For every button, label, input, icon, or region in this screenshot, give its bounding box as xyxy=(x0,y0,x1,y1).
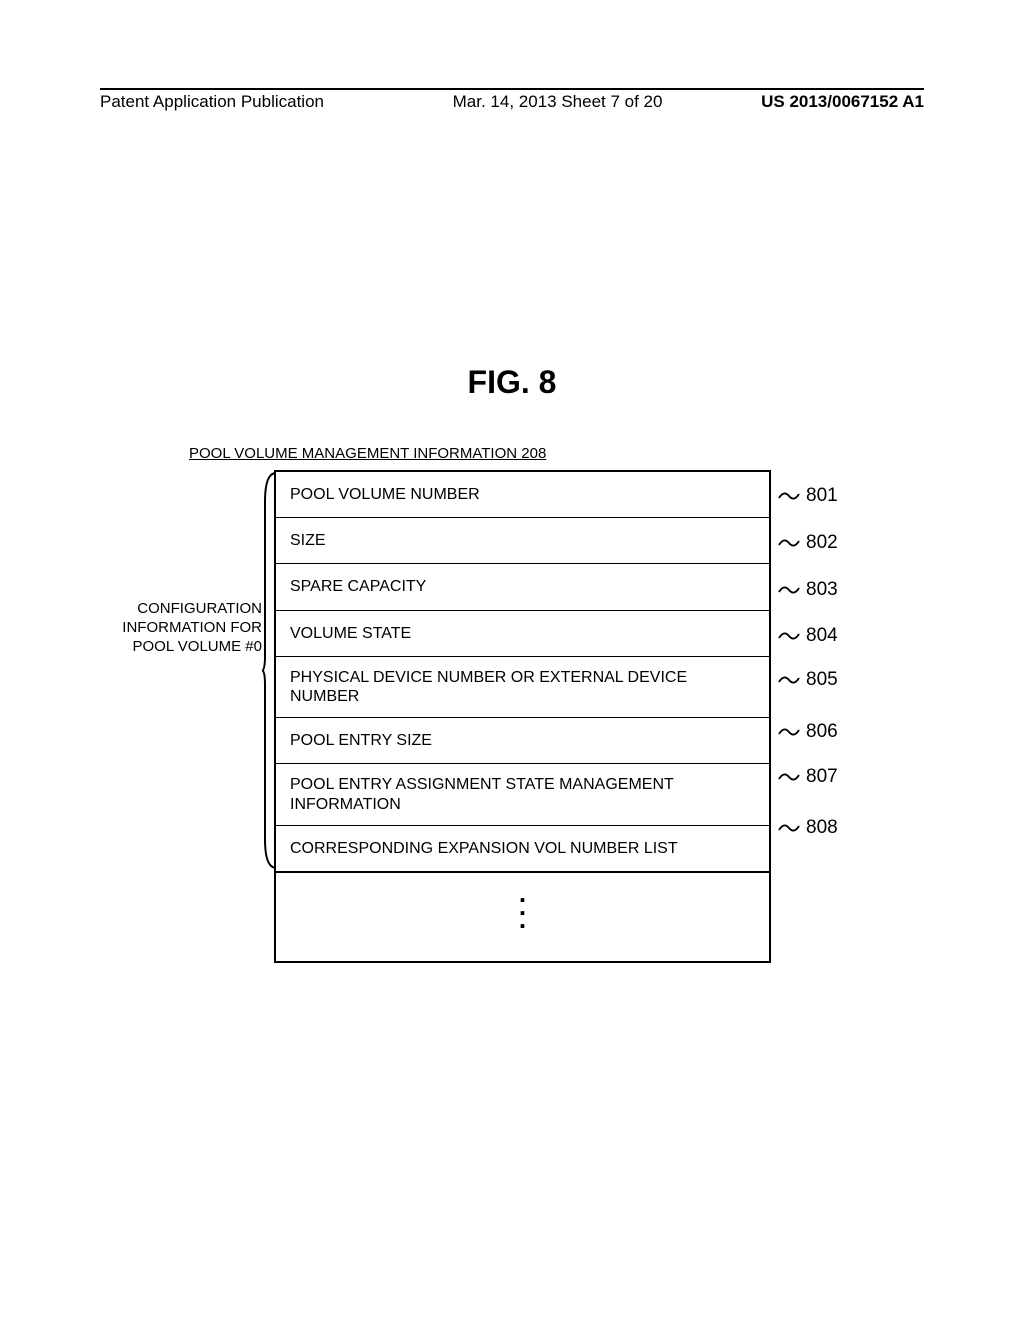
row-text: VOLUME STATE xyxy=(290,625,411,642)
row-text: POOL VOLUME NUMBER xyxy=(290,486,480,503)
table-row: PHYSICAL DEVICE NUMBER OR EXTERNAL DEVIC… xyxy=(276,657,769,718)
ref-annotation: 801 xyxy=(778,485,838,507)
ref-annotation: 808 xyxy=(778,817,838,839)
table-row: SPARE CAPACITY xyxy=(276,564,769,610)
ref-num: 802 xyxy=(806,532,838,554)
ref-annotation: 807 xyxy=(778,766,838,788)
tilde-icon xyxy=(778,820,800,836)
row-text: PHYSICAL DEVICE NUMBER OR EXTERNAL DEVIC… xyxy=(290,669,687,705)
tilde-icon xyxy=(778,535,800,551)
side-label: CONFIGURATION INFORMATION FOR POOL VOLUM… xyxy=(100,600,262,656)
ref-num: 807 xyxy=(806,766,838,788)
figure-subtitle: POOL VOLUME MANAGEMENT INFORMATION 208 xyxy=(189,445,546,462)
header-right: US 2013/0067152 A1 xyxy=(761,92,924,112)
table-row: CORRESPONDING EXPANSION VOL NUMBER LIST xyxy=(276,826,769,871)
table-row: POOL ENTRY ASSIGNMENT STATE MANAGEMENT I… xyxy=(276,764,769,825)
row-text: POOL ENTRY SIZE xyxy=(290,732,432,749)
table-row: POOL ENTRY SIZE xyxy=(276,718,769,764)
tilde-icon xyxy=(778,769,800,785)
ref-num: 801 xyxy=(806,485,838,507)
ref-annotation: 805 xyxy=(778,669,838,691)
ref-annotation: 802 xyxy=(778,532,838,554)
tilde-icon xyxy=(778,672,800,688)
tilde-icon xyxy=(778,582,800,598)
table-row: SIZE xyxy=(276,518,769,564)
header-mid: Mar. 14, 2013 Sheet 7 of 20 xyxy=(324,92,761,112)
header-left: Patent Application Publication xyxy=(100,92,324,112)
row-text: SPARE CAPACITY xyxy=(290,578,426,595)
tilde-icon xyxy=(778,724,800,740)
ref-num: 804 xyxy=(806,625,838,647)
ref-num: 806 xyxy=(806,721,838,743)
ref-annotation: 804 xyxy=(778,625,838,647)
table-row: POOL VOLUME NUMBER xyxy=(276,472,769,518)
row-text: SIZE xyxy=(290,532,326,549)
table-rows: POOL VOLUME NUMBER SIZE SPARE CAPACITY V… xyxy=(274,470,771,873)
figure-title: FIG. 8 xyxy=(0,364,1024,401)
ref-num: 803 xyxy=(806,579,838,601)
ref-num: 808 xyxy=(806,817,838,839)
page-header: Patent Application Publication Mar. 14, … xyxy=(100,88,924,112)
table-wrap: POOL VOLUME NUMBER SIZE SPARE CAPACITY V… xyxy=(274,470,771,963)
table-row: VOLUME STATE xyxy=(276,611,769,657)
tilde-icon xyxy=(778,628,800,644)
row-text: CORRESPONDING EXPANSION VOL NUMBER LIST xyxy=(290,840,678,857)
row-text: POOL ENTRY ASSIGNMENT STATE MANAGEMENT I… xyxy=(290,776,673,812)
tilde-icon xyxy=(778,488,800,504)
ref-annotation: 803 xyxy=(778,579,838,601)
ref-num: 805 xyxy=(806,669,838,691)
ref-annotation: 806 xyxy=(778,721,838,743)
continuation-dots: ... xyxy=(274,873,771,963)
